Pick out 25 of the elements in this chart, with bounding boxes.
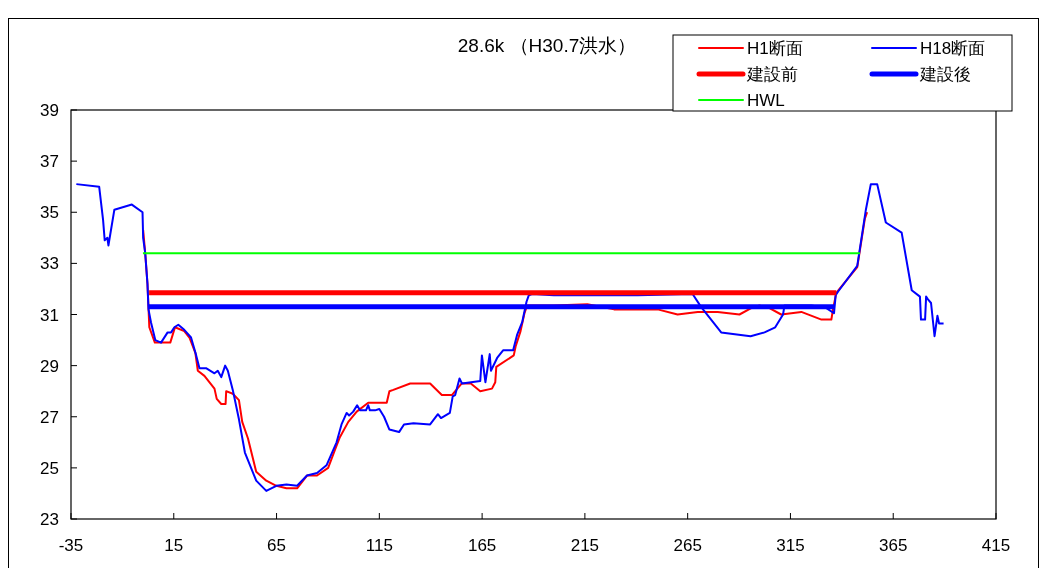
legend-label: 建設後 xyxy=(919,65,971,84)
x-tick-label: 165 xyxy=(467,536,497,555)
x-tick-label: 115 xyxy=(365,536,393,555)
y-tick-label: 29 xyxy=(40,356,59,376)
legend-label: HWL xyxy=(747,91,785,110)
legend-label: H1断面 xyxy=(747,39,803,58)
x-tick-label: 15 xyxy=(164,536,184,555)
x-tick-label: -35 xyxy=(58,536,84,555)
y-tick-label: 27 xyxy=(40,407,59,427)
y-tick-label: 37 xyxy=(40,152,59,172)
legend-label: H18断面 xyxy=(920,39,986,58)
x-tick-label: 365 xyxy=(879,536,908,555)
y-tick-label: 33 xyxy=(40,254,59,274)
x-tick-label: 215 xyxy=(570,536,600,555)
y-tick-label: 25 xyxy=(40,458,59,478)
x-tick-label: 65 xyxy=(267,536,287,555)
y-tick-label: 31 xyxy=(40,305,59,325)
x-tick-label: 265 xyxy=(673,536,702,555)
title: 28.6k （H30.7洪水） xyxy=(457,35,637,56)
legend-label: 建設前 xyxy=(746,65,798,84)
x-tick-label: 415 xyxy=(981,536,1011,555)
y-tick-label: 35 xyxy=(40,203,59,223)
y-tick-label: 39 xyxy=(40,101,59,120)
y-tick-label: 23 xyxy=(40,510,59,529)
x-tick-label: 315 xyxy=(776,536,805,555)
